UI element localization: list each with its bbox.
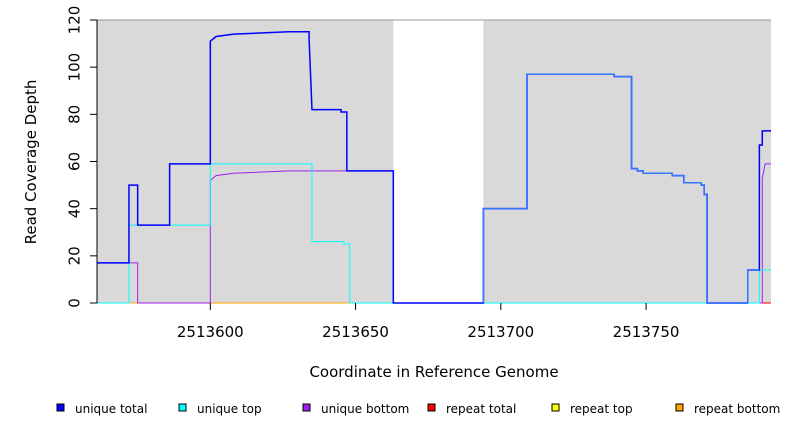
y-tick-label: 120 <box>66 6 84 35</box>
y-tick-label: 60 <box>66 152 84 171</box>
legend-label: unique bottom <box>321 402 409 416</box>
legend-swatch <box>178 403 187 412</box>
legend-label: unique total <box>75 402 147 416</box>
x-tick-label: 2513650 <box>322 323 389 341</box>
y-tick-label: 80 <box>66 105 84 124</box>
legend-label: unique top <box>197 402 262 416</box>
shaded-region-0 <box>97 20 394 303</box>
x-tick-label: 2513700 <box>467 323 534 341</box>
legend-label: repeat top <box>570 402 633 416</box>
y-tick-label: 100 <box>66 53 84 82</box>
series-line-unique-total-right-region- <box>482 73 760 304</box>
legend-swatch <box>427 403 436 412</box>
legend-swatch <box>302 403 311 412</box>
legend-swatch <box>56 403 65 412</box>
y-axis-title: Read Coverage Depth <box>22 80 40 245</box>
legend-label: repeat bottom <box>694 402 780 416</box>
y-tick-label: 20 <box>66 246 84 265</box>
legend-swatch <box>551 403 560 412</box>
legend-swatch <box>675 403 684 412</box>
series-line-unique-bottom <box>97 163 771 304</box>
x-tick-label: 2513750 <box>613 323 680 341</box>
legend-label: repeat total <box>446 402 516 416</box>
x-tick-label: 2513600 <box>177 323 244 341</box>
x-axis-title: Coordinate in Reference Genome <box>309 363 558 381</box>
y-tick-label: 0 <box>66 298 84 308</box>
y-tick-label: 40 <box>66 199 84 218</box>
shaded-region-1 <box>483 20 771 303</box>
